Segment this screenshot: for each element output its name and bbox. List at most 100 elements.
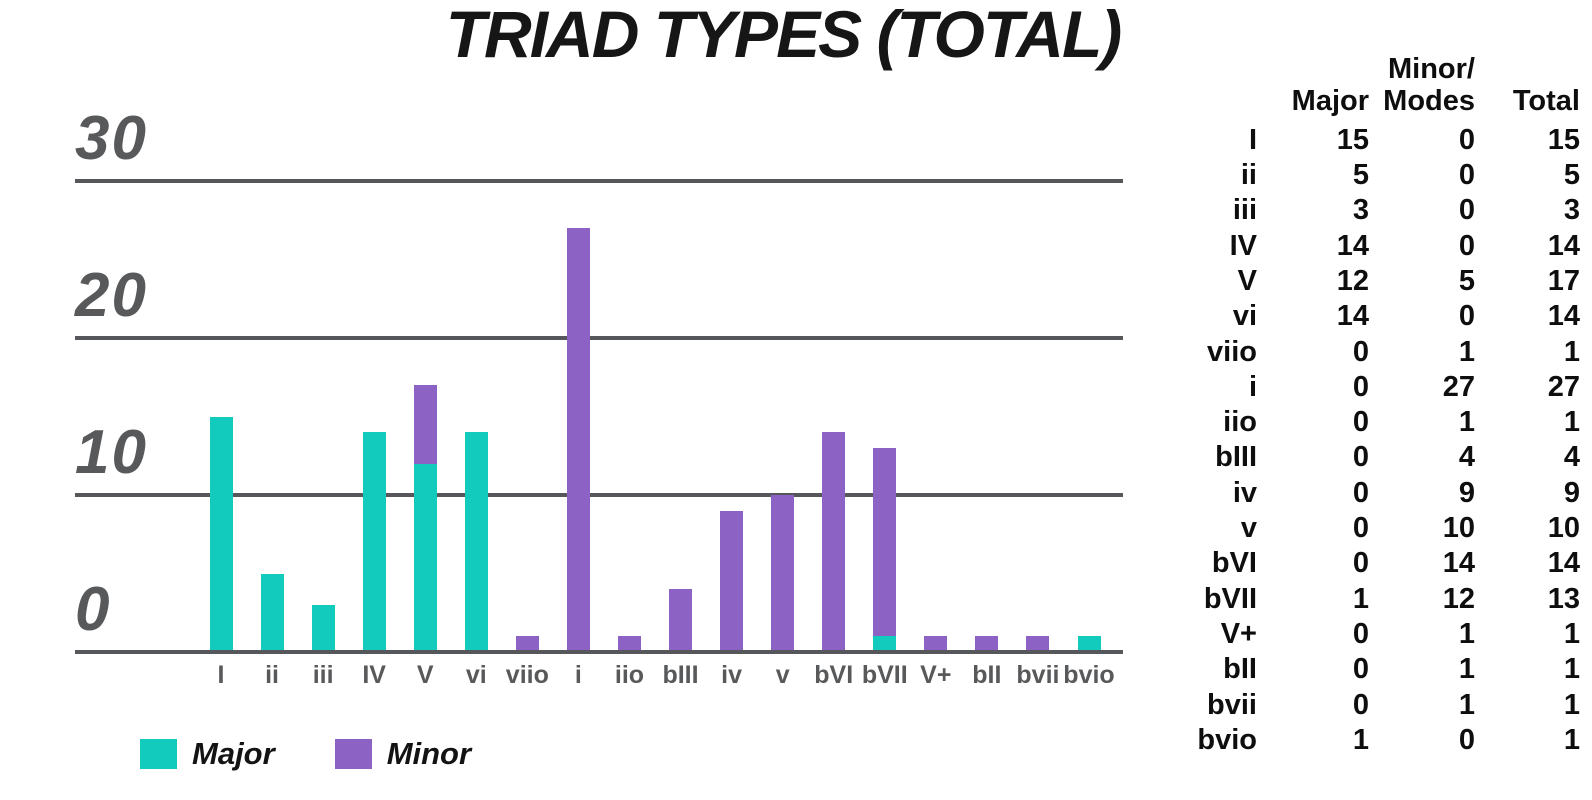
- table-cell: 0: [1352, 406, 1369, 439]
- x-axis-line: [75, 650, 1123, 654]
- bar-major-bvio: [1077, 636, 1101, 652]
- table-row-label-vi: vi: [1232, 300, 1257, 333]
- table-cell: 15: [1336, 123, 1369, 156]
- bar-major-iii: [311, 604, 335, 652]
- table-row-label-bvio: bvio: [1197, 723, 1257, 756]
- y-tick-label-20: 20: [75, 261, 148, 331]
- x-tick-label-bVI: bVI: [814, 661, 854, 689]
- table-row-label-v: v: [1240, 512, 1257, 545]
- bar-major-I: [209, 416, 233, 652]
- table-cell: 1: [1563, 653, 1580, 686]
- x-tick-label-iii: iii: [312, 661, 334, 689]
- legend-label-minor: Minor: [386, 736, 472, 771]
- table-cell: 0: [1458, 194, 1475, 227]
- x-tick-label-IV: IV: [362, 661, 386, 689]
- table-cell: 10: [1547, 512, 1580, 545]
- table-cell: 0: [1352, 617, 1369, 650]
- bar-major-ii: [260, 573, 284, 652]
- table-cell: 0: [1352, 688, 1369, 721]
- x-tick-label-viio: viio: [505, 661, 549, 689]
- table-cell: 13: [1547, 582, 1580, 615]
- table-row-label-bvii: bvii: [1207, 688, 1257, 721]
- table-row-label-ii: ii: [1240, 159, 1257, 192]
- bar-major-V: [413, 463, 437, 652]
- bar-minor-v: [771, 495, 795, 652]
- bar-major-vi: [464, 432, 488, 652]
- table-cell: 1: [1563, 723, 1580, 756]
- x-tick-label-bII: bII: [972, 661, 1002, 689]
- x-tick-label-bIII: bIII: [662, 661, 699, 689]
- table-row-label-iv: iv: [1232, 476, 1257, 509]
- table-cell: 1: [1563, 335, 1580, 368]
- bar-major-IV: [362, 432, 386, 652]
- bar-minor-i: [566, 228, 590, 652]
- table-cell: 0: [1458, 229, 1475, 262]
- x-tick-label-v: v: [775, 661, 790, 689]
- table-row-label-V: V: [1237, 264, 1257, 297]
- table-row-label-bII: bII: [1223, 653, 1257, 686]
- x-tick-label-ii: ii: [265, 661, 279, 689]
- table-cell: 4: [1458, 441, 1475, 474]
- table-cell: 5: [1352, 159, 1369, 192]
- table-cell: 1: [1458, 335, 1475, 368]
- table-cell: 14: [1336, 229, 1369, 262]
- bar-minor-bvii: [1026, 636, 1050, 652]
- table-row-label-V+: V+: [1220, 617, 1257, 650]
- table-header-major: Major: [1291, 84, 1369, 117]
- table-cell: 0: [1352, 547, 1369, 580]
- table-cell: 27: [1442, 370, 1475, 403]
- table-cell: 1: [1458, 688, 1475, 721]
- x-tick-label-iv: iv: [721, 661, 742, 689]
- table-cell: 0: [1352, 370, 1369, 403]
- legend-swatch-minor: [334, 739, 372, 769]
- table-cell: 4: [1563, 441, 1580, 474]
- table-cell: 9: [1563, 476, 1580, 509]
- legend-swatch-major: [140, 739, 177, 769]
- table-header-total: Total: [1512, 84, 1580, 117]
- table-row-label-iio: iio: [1223, 406, 1257, 439]
- table-cell: 1: [1352, 723, 1369, 756]
- x-tick-label-bVII: bVII: [861, 661, 908, 689]
- table-cell: 14: [1336, 300, 1369, 333]
- table-cell: 0: [1458, 159, 1475, 192]
- table-cell: 14: [1442, 547, 1475, 580]
- table-cell: 3: [1352, 194, 1369, 227]
- table-cell: 1: [1458, 406, 1475, 439]
- y-tick-label-10: 10: [75, 418, 148, 488]
- table-cell: 9: [1458, 476, 1475, 509]
- table-row-label-IV: IV: [1229, 229, 1257, 262]
- bar-major-bVII: [873, 636, 897, 652]
- table-cell: 0: [1458, 300, 1475, 333]
- x-tick-label-bvio: bvio: [1063, 661, 1115, 689]
- bar-minor-V: [413, 385, 437, 464]
- table-header-minor: Minor/ Modes: [1383, 53, 1475, 117]
- table-cell: 17: [1547, 264, 1580, 297]
- table-cell: 1: [1563, 406, 1580, 439]
- bar-minor-V+: [924, 636, 948, 652]
- table-cell: 0: [1458, 123, 1475, 156]
- bar-minor-bIII: [669, 589, 693, 652]
- grid-line-10: [75, 493, 1123, 497]
- x-tick-label-V+: V+: [920, 661, 952, 689]
- table-cell: 1: [1563, 688, 1580, 721]
- table-cell: 0: [1352, 335, 1369, 368]
- table-cell: 0: [1352, 512, 1369, 545]
- table-cell: 27: [1547, 370, 1580, 403]
- table-row-label-bVI: bVI: [1211, 547, 1257, 580]
- table-cell: 14: [1547, 300, 1580, 333]
- grid-line-20: [75, 336, 1123, 340]
- table-cell: 0: [1352, 476, 1369, 509]
- table-cell: 1: [1563, 617, 1580, 650]
- table-cell: 0: [1458, 723, 1475, 756]
- bar-minor-bVI: [822, 432, 846, 652]
- x-tick-label-V: V: [416, 661, 434, 689]
- table-cell: 5: [1563, 159, 1580, 192]
- table-cell: 1: [1458, 617, 1475, 650]
- bar-minor-viio: [515, 636, 539, 652]
- summary-table: Major Minor/ Modes Total I 15 0 15 ii 5 0 5 iii 3 0 3 I…: [1185, 53, 1580, 758]
- table-cell: 5: [1458, 264, 1475, 297]
- table-row-label-viio: viio: [1207, 335, 1257, 368]
- y-tick-label-0: 0: [75, 575, 112, 645]
